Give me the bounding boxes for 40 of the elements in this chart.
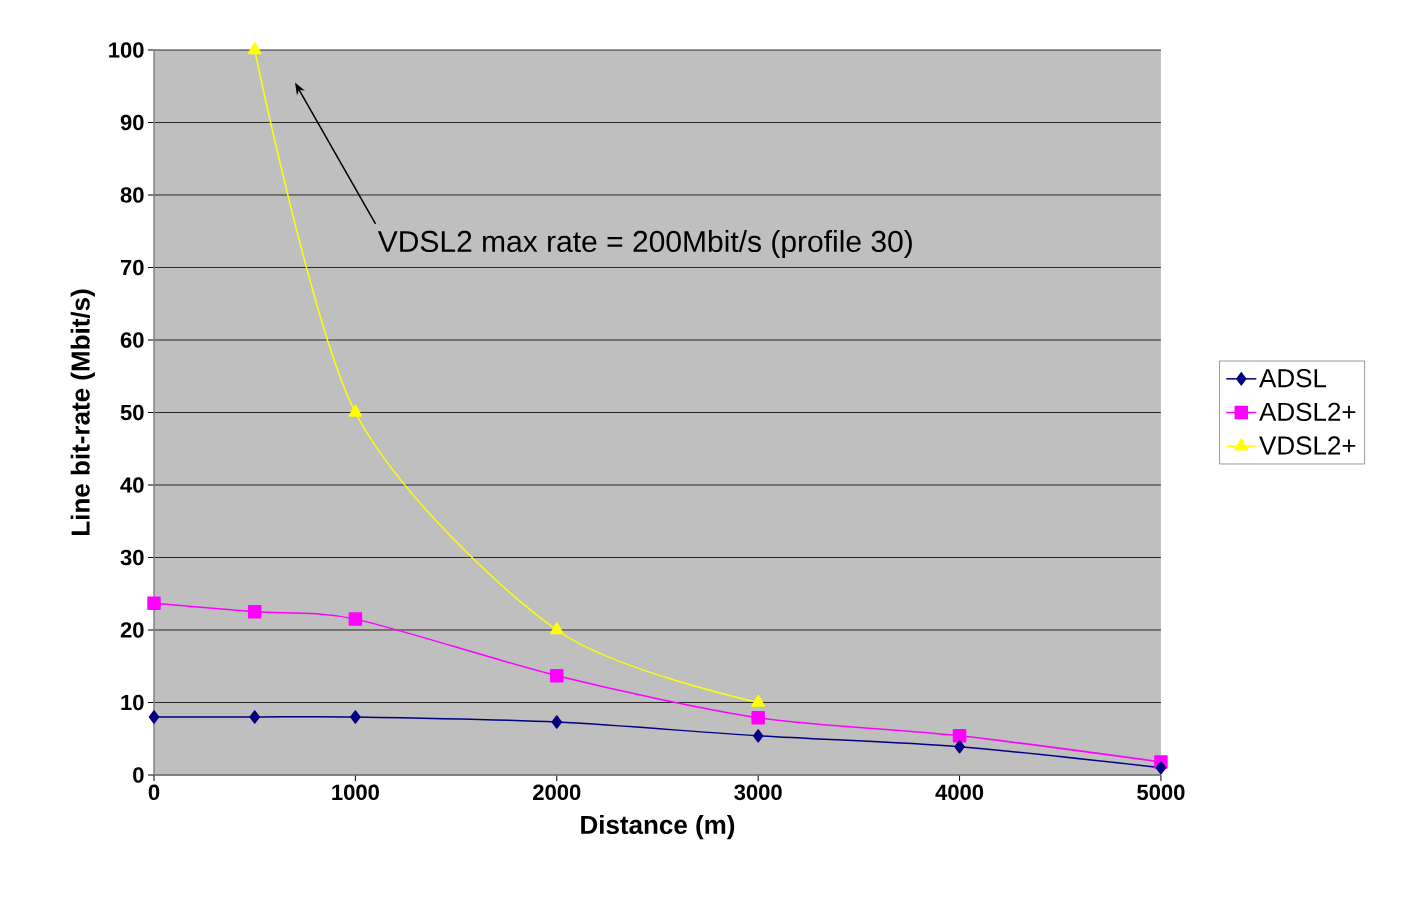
point xyxy=(952,729,967,743)
point xyxy=(549,622,564,635)
point xyxy=(551,715,563,729)
point xyxy=(954,739,965,754)
x-tick-label: 2000 xyxy=(533,784,581,801)
legend-label: ADSL2+ xyxy=(1259,402,1356,422)
point xyxy=(550,668,564,683)
point xyxy=(247,42,262,55)
y-tick-label: 10 xyxy=(121,694,144,711)
x-tick-label: 4000 xyxy=(935,784,984,801)
point xyxy=(348,404,363,417)
legend-label: VDSL2+ xyxy=(1259,436,1356,455)
point xyxy=(350,710,361,724)
legend-label: ADSL xyxy=(1259,369,1327,388)
x-tick-label: 1000 xyxy=(332,784,379,801)
y-tick-label: 50 xyxy=(120,404,144,421)
x-tick-label: 0 xyxy=(148,784,160,801)
point xyxy=(752,729,764,743)
y-tick-label: 80 xyxy=(120,187,144,203)
point xyxy=(147,596,161,610)
y-axis-title: Line bit-rate (Mbit/s) xyxy=(70,289,95,535)
y-tick-label: 100 xyxy=(109,42,144,58)
y-tick-label: 60 xyxy=(120,332,144,348)
point xyxy=(751,694,765,707)
y-tick-label: 70 xyxy=(120,259,144,276)
point xyxy=(348,612,363,626)
point xyxy=(247,605,262,619)
x-tick-label: 5000 xyxy=(1137,784,1185,801)
y-tick-label: 90 xyxy=(120,114,144,131)
y-tick-label: 30 xyxy=(120,549,144,566)
point xyxy=(751,710,765,725)
y-tick-label: 40 xyxy=(120,477,144,493)
point xyxy=(249,710,260,724)
x-tick-label: 3000 xyxy=(734,784,782,801)
x-axis-title: Distance (m) xyxy=(581,815,735,840)
annotation: VDSL2 max rate = 200Mbit/s (profile 30) xyxy=(377,230,912,259)
y-tick-label: 20 xyxy=(120,622,144,638)
point xyxy=(1155,760,1167,775)
point xyxy=(148,710,160,724)
y-tick-label: 0 xyxy=(133,767,144,783)
